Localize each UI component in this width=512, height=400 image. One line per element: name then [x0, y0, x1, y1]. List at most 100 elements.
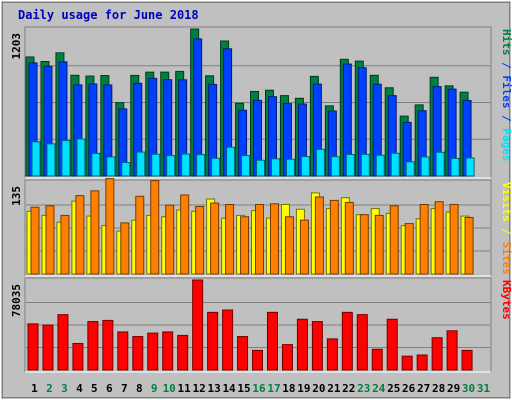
- legend-entry: /: [500, 222, 512, 242]
- series-kbytes: [27, 279, 473, 371]
- bar-kbytes-day-27: [416, 354, 428, 371]
- bar-pages-day-2: [46, 143, 56, 177]
- bar-kbytes-day-12: [192, 279, 204, 371]
- bar-pages-day-21: [330, 156, 340, 177]
- bar-pages-day-7: [121, 162, 131, 177]
- bar-sites-day-14: [225, 203, 235, 275]
- bar-pages-day-3: [61, 140, 71, 177]
- bar-sites-day-7: [120, 222, 130, 275]
- x-tick-label-day-19: 19: [297, 382, 310, 395]
- bar-sites-day-19: [299, 219, 309, 275]
- bar-pages-day-10: [166, 155, 176, 177]
- x-tick-label-day-23: 23: [357, 382, 370, 395]
- bar-kbytes-day-1: [27, 323, 39, 371]
- legend-entry: Pages: [500, 128, 512, 161]
- bar-pages-day-29: [450, 157, 460, 177]
- bar-sites-day-2: [45, 205, 55, 275]
- legend-entry: Hits: [500, 29, 512, 56]
- bar-kbytes-day-24: [371, 348, 383, 371]
- x-tick-label-day-6: 6: [106, 382, 113, 395]
- panel-kbytes: 78035 KBytes: [10, 277, 512, 373]
- x-tick-label-day-21: 21: [327, 382, 341, 395]
- series-sites: [30, 178, 474, 275]
- x-tick-label-day-24: 24: [372, 382, 386, 395]
- bar-kbytes-day-7: [117, 331, 129, 371]
- x-tick-label-day-8: 8: [136, 382, 143, 395]
- bar-kbytes-day-5: [87, 321, 99, 371]
- bar-kbytes-day-19: [296, 318, 308, 371]
- bar-sites-day-17: [269, 203, 279, 275]
- bar-pages-day-14: [226, 146, 236, 177]
- bar-sites-day-4: [75, 195, 85, 275]
- bar-kbytes-day-29: [446, 330, 458, 371]
- x-tick-label-day-15: 15: [237, 382, 250, 395]
- bar-kbytes-day-16: [252, 349, 264, 371]
- bar-kbytes-day-4: [72, 342, 84, 371]
- x-tick-label-day-2: 2: [46, 382, 53, 395]
- bar-sites-day-16: [255, 203, 265, 275]
- bar-kbytes-day-14: [222, 309, 234, 371]
- bar-sites-day-21: [329, 199, 339, 275]
- x-tick-label-day-20: 20: [312, 382, 325, 395]
- series-files: [28, 38, 472, 177]
- legend-entry: Files: [500, 75, 512, 108]
- bar-kbytes-day-25: [386, 318, 398, 371]
- bar-sites-day-29: [449, 203, 459, 275]
- panel-visits-sites: 135 Visits / Sites: [10, 178, 512, 277]
- x-tick-label-day-16: 16: [252, 382, 266, 395]
- bar-sites-day-27: [419, 203, 429, 275]
- x-tick-label-day-4: 4: [76, 382, 83, 395]
- bar-sites-day-25: [389, 205, 399, 275]
- x-tick-label-day-29: 29: [447, 382, 460, 395]
- bar-kbytes-day-26: [401, 355, 413, 371]
- bar-pages-day-26: [405, 161, 415, 177]
- chart-title: Daily usage for June 2018: [18, 8, 199, 22]
- bar-pages-day-15: [241, 155, 251, 177]
- bar-pages-day-13: [211, 157, 221, 177]
- bar-pages-day-12: [196, 154, 206, 177]
- bar-sites-day-24: [374, 214, 384, 275]
- bar-kbytes-day-17: [266, 311, 278, 371]
- panel-max-label: 1203: [10, 33, 23, 60]
- legend-entry: /: [500, 109, 512, 129]
- x-tick-label-day-27: 27: [417, 382, 430, 395]
- bar-pages-day-24: [375, 154, 385, 177]
- bar-kbytes-day-6: [102, 319, 114, 371]
- x-tick-label-day-25: 25: [387, 382, 400, 395]
- bar-sites-day-18: [284, 216, 294, 275]
- x-tick-label-day-3: 3: [61, 382, 68, 395]
- bar-sites-day-15: [240, 216, 250, 275]
- panel-hits-files-pages: 1203 Hits / Files / Pages: [10, 26, 512, 179]
- bar-kbytes-day-20: [311, 321, 323, 371]
- x-tick-label-day-22: 22: [342, 382, 355, 395]
- bar-pages-day-17: [270, 158, 280, 177]
- bar-kbytes-day-8: [132, 336, 144, 371]
- x-tick-label-day-30: 30: [462, 382, 475, 395]
- bar-kbytes-day-23: [356, 314, 368, 371]
- bar-kbytes-day-15: [237, 336, 249, 371]
- bar-sites-day-6: [105, 178, 115, 275]
- bar-kbytes-day-11: [177, 334, 189, 371]
- bar-pages-day-20: [315, 148, 325, 177]
- legend-entry: /: [500, 56, 512, 76]
- bar-sites-day-26: [404, 223, 414, 275]
- bar-kbytes-day-2: [42, 324, 54, 371]
- panel-legend: Hits / Files / Pages: [500, 29, 512, 162]
- x-tick-label-day-14: 14: [222, 382, 236, 395]
- bar-sites-day-12: [195, 206, 205, 275]
- bar-pages-day-1: [31, 141, 41, 177]
- x-tick-label-day-17: 17: [267, 382, 280, 395]
- bar-sites-day-11: [180, 194, 190, 275]
- bar-sites-day-10: [165, 204, 175, 275]
- x-tick-label-day-9: 9: [151, 382, 158, 395]
- bar-pages-day-6: [106, 156, 116, 177]
- bar-pages-day-25: [390, 152, 400, 177]
- bar-pages-day-30: [465, 157, 475, 177]
- bar-sites-day-23: [359, 214, 369, 275]
- x-tick-label-day-7: 7: [121, 382, 128, 395]
- bar-pages-day-5: [91, 152, 101, 177]
- x-tick-label-day-1: 1: [31, 382, 38, 395]
